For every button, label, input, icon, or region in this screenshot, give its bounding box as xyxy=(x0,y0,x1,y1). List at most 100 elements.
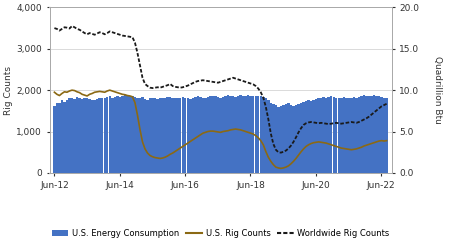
Bar xyxy=(197,96,199,173)
Bar xyxy=(290,105,292,173)
Bar xyxy=(333,97,335,173)
Bar xyxy=(383,98,385,173)
Bar xyxy=(232,96,234,173)
Bar xyxy=(234,97,237,173)
Bar xyxy=(149,98,151,173)
Bar xyxy=(116,96,118,173)
Bar xyxy=(297,104,300,173)
Bar xyxy=(53,106,56,173)
Bar xyxy=(119,97,121,173)
Bar xyxy=(302,102,305,173)
Bar xyxy=(174,98,176,173)
Bar xyxy=(323,97,325,173)
Bar xyxy=(171,98,174,173)
Bar xyxy=(176,98,179,173)
Bar xyxy=(282,105,285,173)
Bar xyxy=(71,98,73,173)
Bar xyxy=(249,96,252,173)
Bar xyxy=(146,100,149,173)
Bar xyxy=(260,96,262,173)
Bar xyxy=(277,107,279,173)
Bar xyxy=(73,99,76,173)
Bar xyxy=(219,98,222,173)
Bar xyxy=(124,95,126,173)
Bar xyxy=(139,98,141,173)
Bar xyxy=(345,98,347,173)
Bar xyxy=(287,103,290,173)
Bar xyxy=(76,97,78,173)
Bar xyxy=(192,98,194,173)
Bar xyxy=(61,101,63,173)
Bar xyxy=(330,96,333,173)
Bar xyxy=(272,104,274,173)
Bar xyxy=(340,98,342,173)
Bar xyxy=(66,100,68,173)
Bar xyxy=(373,95,375,173)
Bar xyxy=(237,96,239,173)
Bar xyxy=(224,96,227,173)
Bar xyxy=(106,97,108,173)
Bar xyxy=(63,102,66,173)
Bar xyxy=(99,98,101,173)
Bar xyxy=(179,98,181,173)
Bar xyxy=(88,99,91,173)
Bar xyxy=(274,105,277,173)
Bar xyxy=(108,96,111,173)
Bar xyxy=(78,98,81,173)
Bar xyxy=(227,95,229,173)
Bar xyxy=(144,99,146,173)
Bar xyxy=(285,104,287,173)
Bar xyxy=(162,98,164,173)
Bar xyxy=(380,97,383,173)
Bar xyxy=(159,98,161,173)
Bar xyxy=(83,98,86,173)
Bar xyxy=(255,96,257,173)
Y-axis label: Quadrillion Btu: Quadrillion Btu xyxy=(433,56,442,124)
Bar xyxy=(166,97,169,173)
Bar xyxy=(307,101,310,173)
Bar xyxy=(375,96,378,173)
Legend: U.S. Energy Consumption, U.S. Rig Counts, Worldwide Rig Counts: U.S. Energy Consumption, U.S. Rig Counts… xyxy=(48,226,393,242)
Bar xyxy=(370,96,373,173)
Bar xyxy=(230,96,232,173)
Bar xyxy=(355,98,358,173)
Bar xyxy=(363,95,365,173)
Bar xyxy=(347,98,350,173)
Bar xyxy=(151,98,154,173)
Bar xyxy=(312,100,315,173)
Bar xyxy=(378,96,380,173)
Y-axis label: Rig Counts: Rig Counts xyxy=(4,66,13,115)
Bar xyxy=(204,98,207,173)
Bar xyxy=(96,99,99,173)
Bar xyxy=(141,97,144,173)
Bar xyxy=(315,99,317,173)
Bar xyxy=(164,98,166,173)
Bar xyxy=(184,98,186,173)
Bar xyxy=(126,96,129,173)
Bar xyxy=(187,98,189,173)
Bar xyxy=(295,105,297,173)
Bar xyxy=(300,103,302,173)
Bar xyxy=(280,106,282,173)
Bar xyxy=(104,98,106,173)
Bar xyxy=(56,103,58,173)
Bar xyxy=(368,96,370,173)
Bar xyxy=(270,103,272,173)
Bar xyxy=(342,97,345,173)
Bar xyxy=(207,97,209,173)
Bar xyxy=(189,99,192,173)
Bar xyxy=(58,103,61,173)
Bar xyxy=(239,95,242,173)
Bar xyxy=(111,98,113,173)
Bar xyxy=(265,98,267,173)
Bar xyxy=(86,98,88,173)
Bar xyxy=(101,98,104,173)
Bar xyxy=(252,96,254,173)
Bar xyxy=(257,96,260,173)
Bar xyxy=(136,98,139,173)
Bar xyxy=(81,99,83,173)
Bar xyxy=(262,97,265,173)
Bar xyxy=(154,98,156,173)
Bar xyxy=(222,97,224,173)
Bar xyxy=(131,96,134,173)
